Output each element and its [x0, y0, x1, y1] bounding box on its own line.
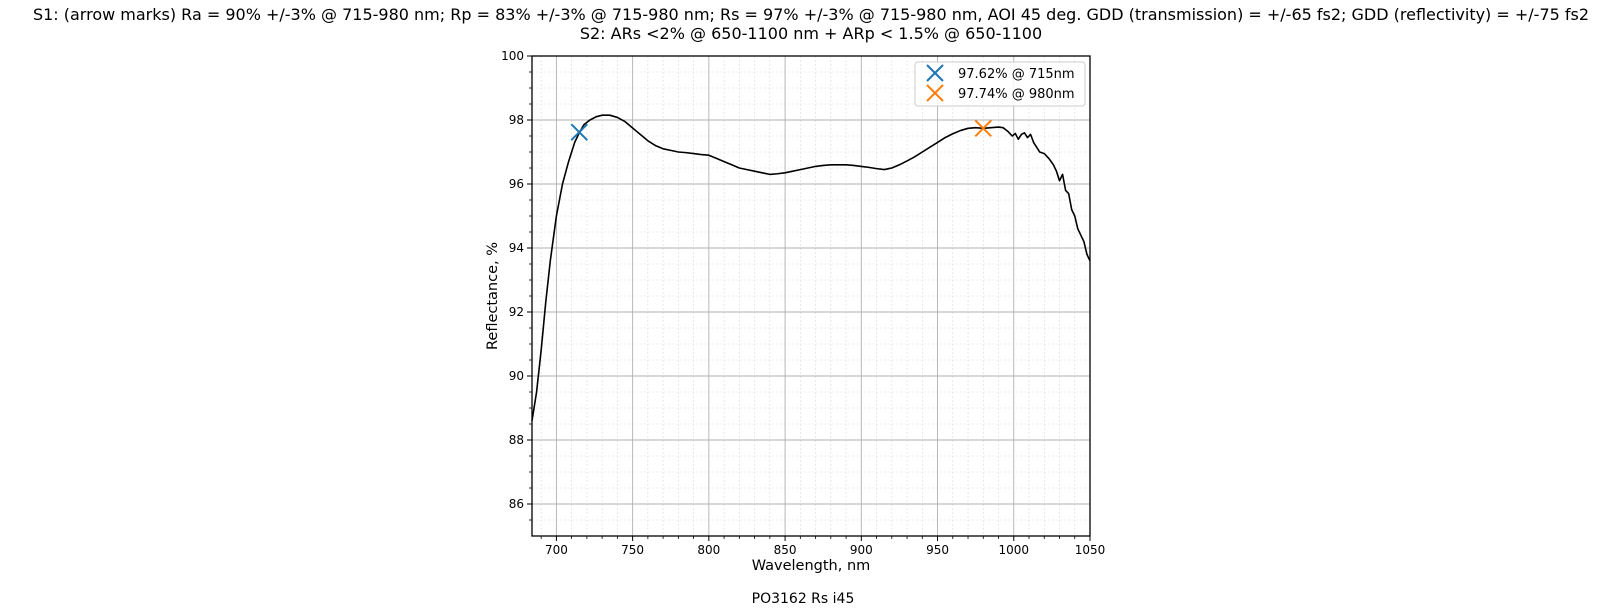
x-marker-715: [570, 123, 588, 141]
x-marker-stroke: [570, 123, 588, 141]
x-tick-label: 1000: [998, 543, 1029, 557]
x-tick-label: 850: [774, 543, 797, 557]
x-marker-980: [974, 119, 992, 138]
x-axis-label: Wavelength, nm: [752, 558, 871, 574]
legend-label: 97.74% @ 980nm: [958, 87, 1075, 102]
y-tick-label: 86: [509, 497, 524, 511]
x-tick-label: 750: [621, 543, 644, 557]
chart-footnote: PO3162 Rs i45: [752, 591, 855, 607]
x-tick-label: 1050: [1075, 543, 1106, 557]
series-layer: [531, 114, 1091, 421]
y-tick-label: 92: [509, 305, 524, 319]
legend: 97.62% @ 715nm 97.74% @ 980nm: [914, 61, 1086, 107]
y-tick-label: 88: [509, 433, 524, 447]
y-tick-label: 100: [501, 49, 524, 63]
y-tick-label: 98: [509, 113, 524, 127]
marker-layer: [570, 119, 992, 141]
chart-title-line2: S2: ARs <2% @ 650-1100 nm + ARp < 1.5% @…: [580, 24, 1042, 43]
tick-layer: 700 750 800 850 900 950 1000 1050 86 88 90 92 94 96 98…: [501, 49, 1105, 557]
legend-marker-stroke: [926, 64, 944, 82]
legend-label: 97.62% @ 715nm: [958, 67, 1075, 82]
y-tick-label: 96: [509, 177, 524, 191]
y-tick-label: 90: [509, 369, 524, 383]
x-tick-label: 800: [697, 543, 720, 557]
chart-title-line1: S1: (arrow marks) Ra = 90% +/-3% @ 715-9…: [33, 5, 1589, 24]
legend-box: [914, 61, 1086, 107]
x-marker-stroke: [974, 119, 992, 138]
legend-entries: 97.62% @ 715nm 97.74% @ 980nm: [926, 64, 1075, 102]
x-tick-label: 950: [926, 543, 949, 557]
x-tick-label: 900: [850, 543, 873, 557]
legend-entry: 97.74% @ 980nm: [926, 84, 1075, 102]
y-axis-label: Reflectance, %: [485, 242, 501, 350]
y-tick-label: 94: [509, 241, 524, 255]
plot-frame: [531, 55, 1091, 537]
legend-entry: 97.62% @ 715nm: [926, 64, 1075, 82]
x-tick-label: 700: [545, 543, 568, 557]
legend-marker-stroke: [926, 84, 944, 102]
reflectance-series-line: [531, 114, 1091, 421]
grid-layer: [532, 55, 1091, 536]
